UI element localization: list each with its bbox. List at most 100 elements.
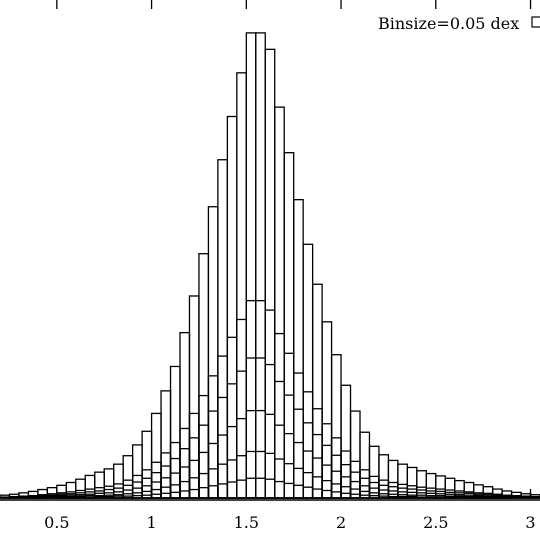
- histogram-bar: [321, 489, 333, 499]
- histogram-bar: [179, 480, 191, 499]
- histogram-bar: [217, 463, 229, 499]
- legend-label: Binsize=0.05 dex: [378, 14, 519, 33]
- histogram-bars: [0, 32, 540, 499]
- histogram-bar: [330, 470, 342, 499]
- histogram-bar: [255, 32, 266, 499]
- histogram-bar: [236, 370, 247, 499]
- histogram-bar: [425, 496, 437, 499]
- histogram-bar: [368, 475, 380, 499]
- histogram-bar: [349, 493, 361, 499]
- histogram-bar: [113, 463, 124, 499]
- histogram-bar: [245, 409, 257, 499]
- histogram-bar: [274, 424, 285, 499]
- x-tick-labels: 0.5 1 1.5 2 2.5 3: [44, 513, 536, 532]
- histogram-bar: [226, 459, 238, 499]
- histogram-bar: [311, 283, 323, 499]
- histogram-bar: [160, 486, 172, 499]
- histogram-bar: [207, 468, 219, 499]
- histogram-bar: [160, 492, 172, 499]
- histogram-bar: [245, 32, 257, 499]
- histogram-bar: [340, 486, 352, 499]
- histogram-bar: [302, 486, 314, 499]
- histogram-bar: [359, 431, 371, 499]
- histogram-bar: [529, 496, 540, 499]
- histogram-series-1: [0, 300, 540, 499]
- histogram-bar: [387, 495, 399, 499]
- histogram-bar: [122, 479, 134, 499]
- histogram-bar: [274, 332, 285, 499]
- histogram-bar: [293, 467, 304, 499]
- histogram-bar: [188, 459, 200, 499]
- histogram-bar: [255, 409, 266, 499]
- histogram-bar: [217, 483, 229, 499]
- histogram-bar: [444, 496, 456, 499]
- histogram-bar: [226, 383, 238, 499]
- histogram-bar: [283, 152, 295, 499]
- histogram-bar: [387, 459, 399, 499]
- histogram-bar: [131, 444, 143, 499]
- histogram-bar: [236, 417, 247, 499]
- histogram-bar: [311, 408, 323, 499]
- histogram-bar: [150, 412, 162, 499]
- histogram-bar: [293, 372, 304, 499]
- histogram-bar: [274, 380, 285, 499]
- histogram-bar: [207, 375, 219, 499]
- histogram-bar: [198, 451, 210, 499]
- histogram-bar: [359, 469, 371, 499]
- histogram-bar: [188, 477, 200, 499]
- histogram-bar: [179, 331, 191, 499]
- x-tick-label: 3: [525, 513, 535, 532]
- histogram-bar: [283, 482, 295, 499]
- histogram-bar: [510, 496, 522, 499]
- axis-ticks: [56, 0, 532, 498]
- histogram-bar: [378, 454, 390, 499]
- histogram-bar: [255, 357, 266, 499]
- histogram-series-2: [0, 357, 540, 499]
- histogram-bar: [103, 495, 115, 499]
- histogram-bar: [283, 394, 295, 499]
- histogram-bar: [302, 391, 314, 499]
- histogram-bar: [387, 481, 399, 499]
- histogram-bar: [217, 396, 229, 499]
- histogram-bar: [454, 496, 465, 499]
- histogram-bar: [368, 445, 380, 499]
- histogram-bar: [274, 480, 285, 499]
- histogram-bar: [84, 496, 96, 499]
- histogram-bar: [340, 476, 352, 499]
- histogram-bar: [454, 479, 465, 499]
- histogram-bar: [141, 430, 153, 499]
- histogram-bar: [302, 243, 314, 499]
- histogram-bar: [293, 484, 304, 499]
- histogram-bar: [463, 496, 475, 499]
- histogram-bar: [274, 458, 285, 499]
- histogram-bar: [435, 475, 446, 499]
- histogram-bar: [160, 390, 172, 499]
- histogram-bar: [198, 487, 210, 499]
- histogram-bar: [75, 496, 86, 499]
- histogram-bar: [150, 461, 162, 499]
- histogram-bar: [255, 477, 266, 499]
- histogram-bar: [188, 412, 200, 499]
- histogram-bar: [378, 495, 390, 499]
- histogram-bar: [274, 106, 285, 499]
- histogram-bar: [340, 492, 352, 499]
- histogram-bar: [245, 357, 257, 499]
- histogram-bar: [264, 413, 276, 499]
- histogram-bar: [245, 450, 257, 499]
- histogram-bar: [340, 384, 352, 499]
- histogram-bar: [226, 336, 238, 499]
- histogram-bar: [330, 437, 342, 499]
- histogram-bar: [113, 495, 124, 499]
- histogram-bar: [425, 472, 437, 499]
- x-tick-label: 0.5: [44, 513, 69, 532]
- histogram-bar: [188, 488, 200, 499]
- histogram-bar: [311, 476, 323, 499]
- histogram-bar: [122, 455, 134, 499]
- histogram-bar: [103, 468, 115, 499]
- histogram-bar: [330, 483, 342, 499]
- histogram-bar: [169, 365, 181, 499]
- histogram-bar: [150, 493, 162, 499]
- histogram-bar: [482, 496, 494, 499]
- histogram-bar: [444, 477, 456, 499]
- histogram-bar: [349, 480, 361, 499]
